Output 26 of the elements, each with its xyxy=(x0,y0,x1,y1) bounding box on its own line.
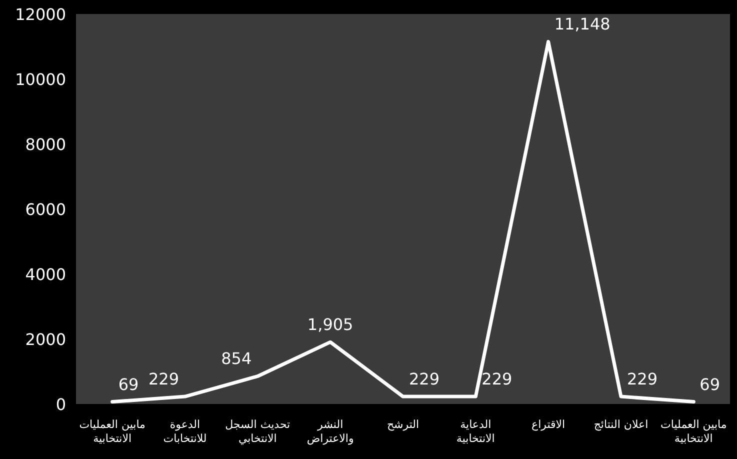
data-label: 229 xyxy=(482,370,512,389)
data-label: 69 xyxy=(118,374,139,394)
data-label: 229 xyxy=(148,370,179,389)
x-tick-label: اعلان النتائج xyxy=(592,418,650,432)
data-label: 854 xyxy=(221,349,252,368)
y-tick-label: 10000 xyxy=(15,70,66,89)
y-tick-label: 2000 xyxy=(25,330,66,349)
line-series xyxy=(110,40,696,404)
x-tick-label: مابين العمليات الانتخابية xyxy=(78,418,146,446)
data-label: 229 xyxy=(627,370,658,389)
x-tick-label: الاقتراع xyxy=(530,418,566,432)
data-label: 11,148 xyxy=(554,14,610,34)
x-tick-label: الدعوة للانتخابات xyxy=(162,418,208,446)
y-tick-label: 4000 xyxy=(25,265,66,284)
x-tick-label: الدعاية الانتخابية xyxy=(455,418,496,446)
data-label: 1,905 xyxy=(307,315,354,334)
data-label: 69 xyxy=(700,374,720,394)
x-tick-label: النشر والاعتراض xyxy=(306,418,355,446)
y-tick-label: 6000 xyxy=(25,200,66,219)
x-tick-label: مابين العمليات الانتخابية xyxy=(660,418,728,446)
x-tick-label: تحديث السجل الانتخابي xyxy=(224,418,292,446)
data-label: 229 xyxy=(409,370,440,389)
x-tick-label: الترشح xyxy=(386,418,420,432)
y-tick-label: 8000 xyxy=(25,135,66,154)
y-tick-label: 12000 xyxy=(15,5,66,24)
y-tick-label: 0 xyxy=(56,395,66,414)
